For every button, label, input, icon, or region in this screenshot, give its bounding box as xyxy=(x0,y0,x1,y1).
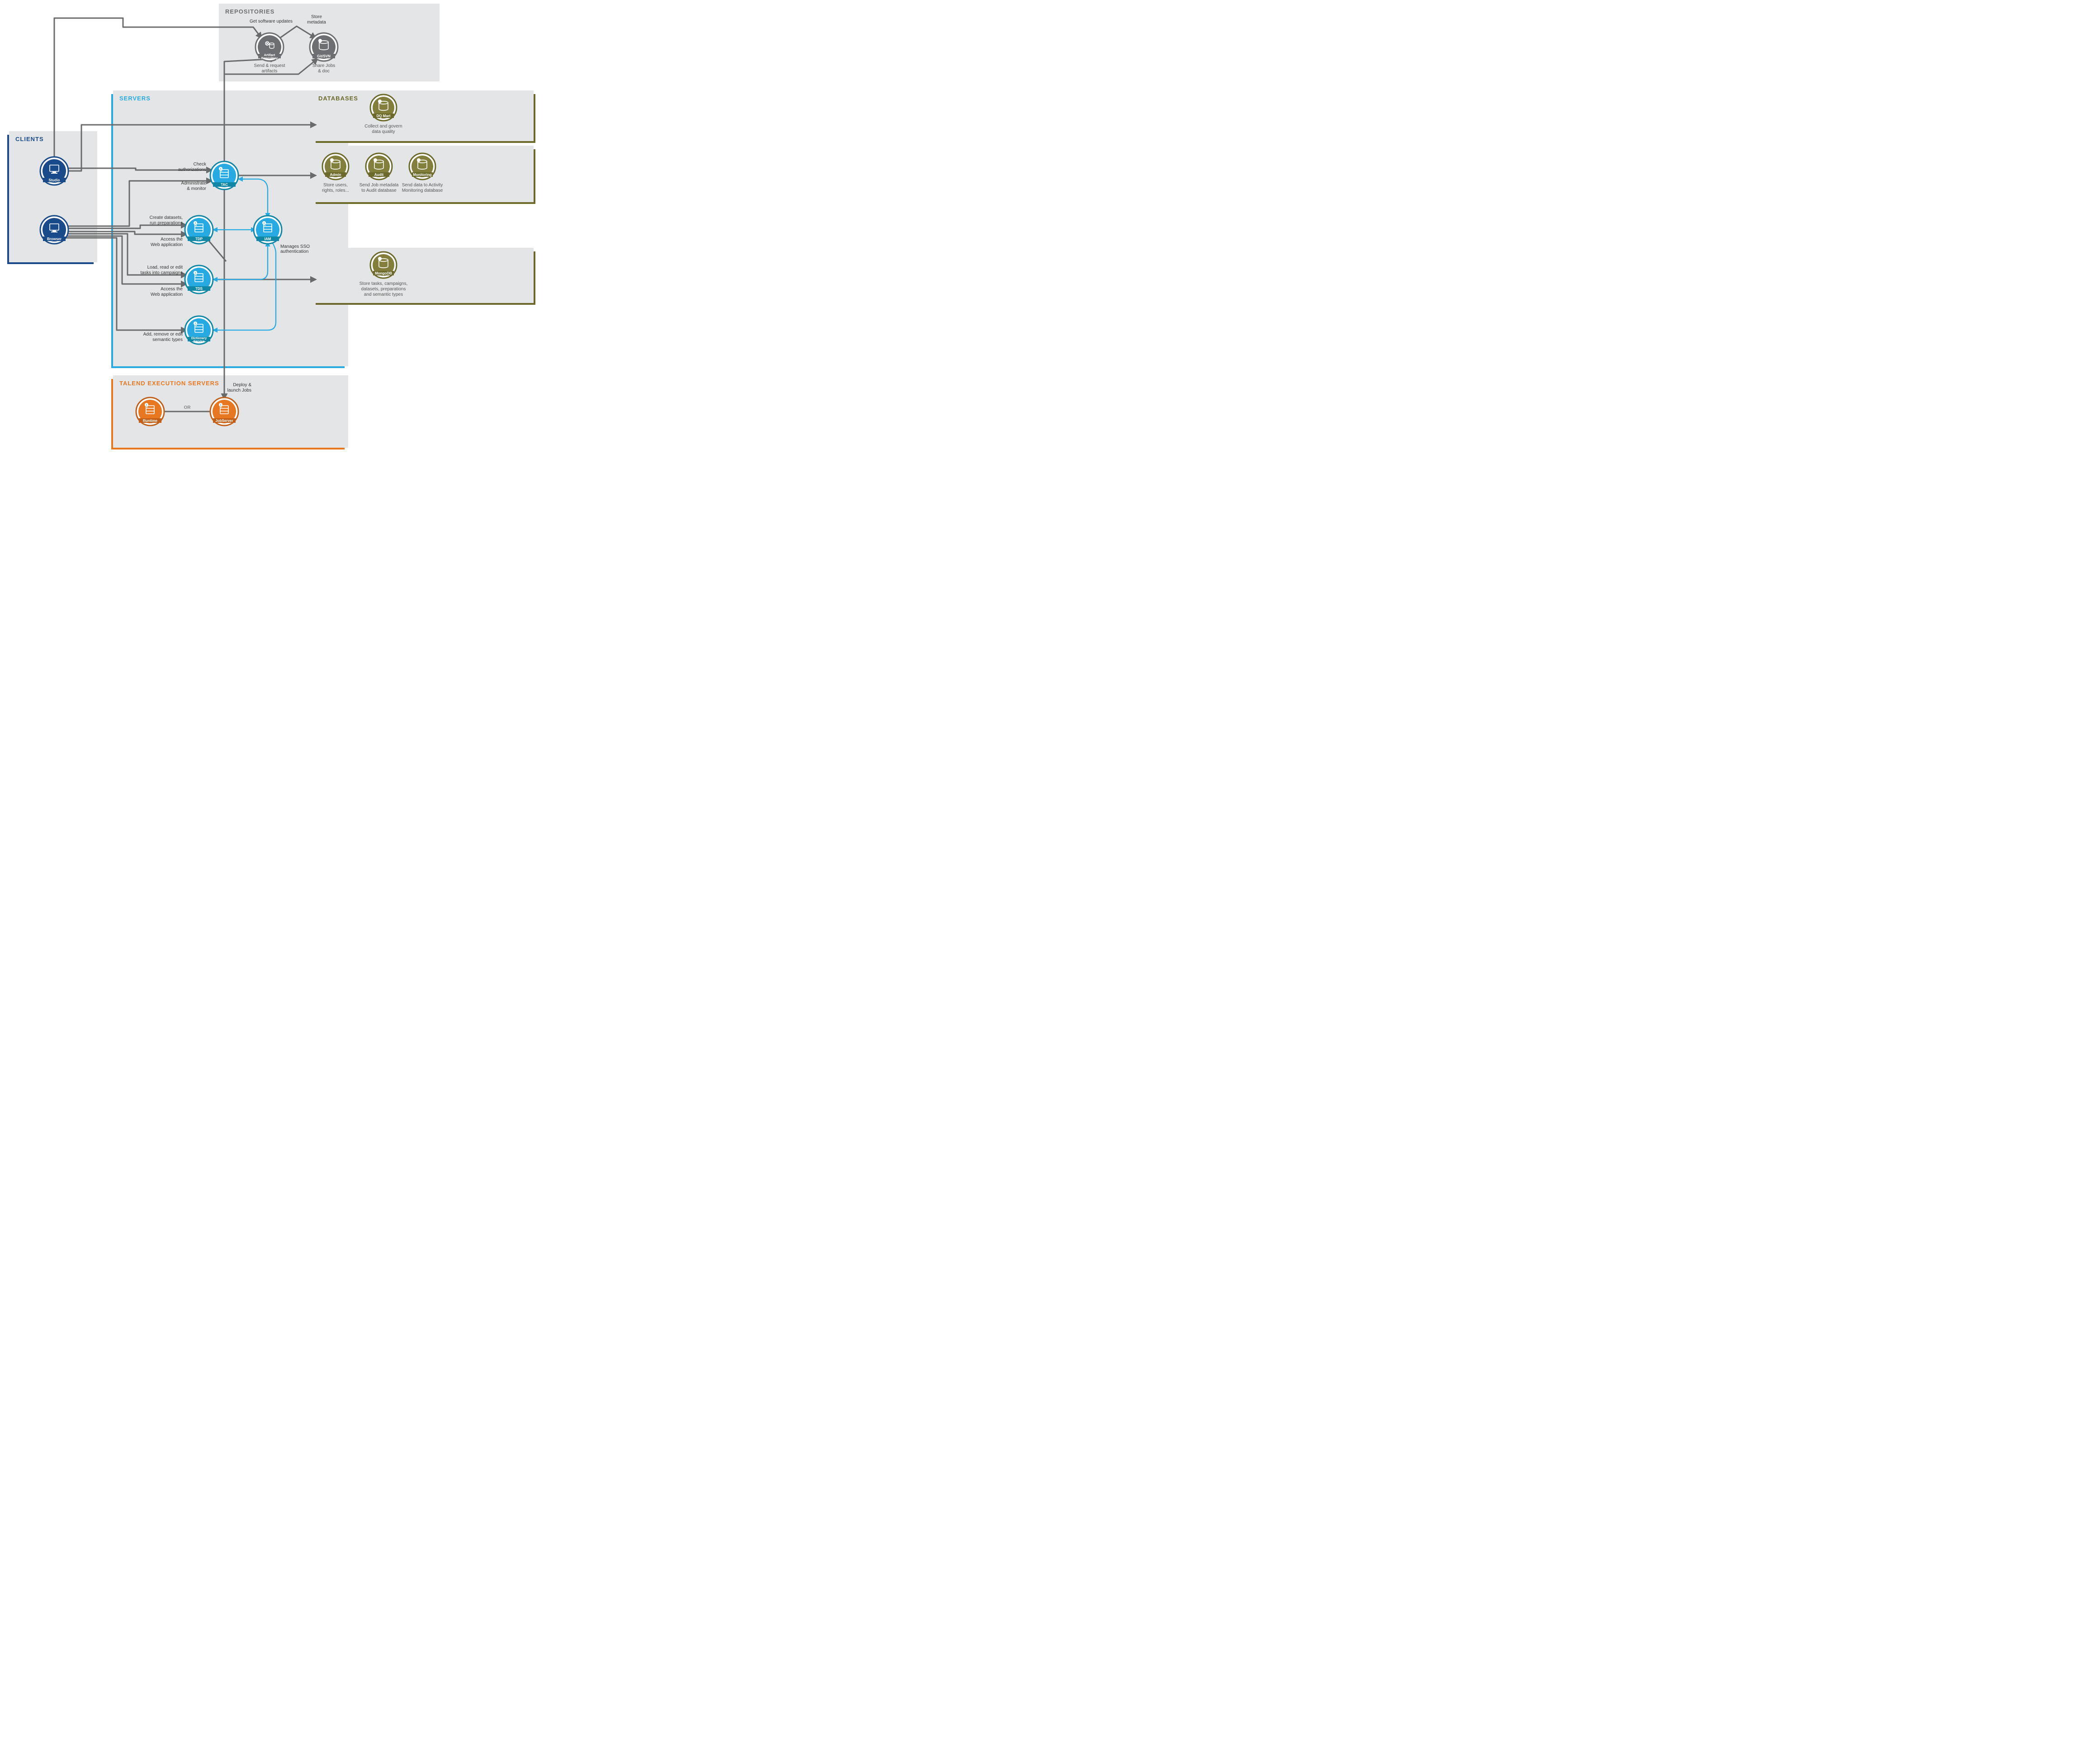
svg-text:t: t xyxy=(220,168,221,171)
node-caption: Send Job metadata xyxy=(359,183,399,188)
node-jobserver: t JobServer xyxy=(210,397,238,426)
node-caption: rights, roles... xyxy=(322,188,349,193)
panel-title: DATABASES xyxy=(318,95,358,102)
svg-text:Web application: Web application xyxy=(151,242,183,247)
svg-text:JobServer: JobServer xyxy=(215,419,233,423)
node-tdp: t TDP xyxy=(185,216,213,244)
node-tds: t TDS xyxy=(185,265,213,293)
panel-title: CLIENTS xyxy=(15,136,44,142)
svg-text:OR: OR xyxy=(184,405,191,410)
svg-text:Repository: Repository xyxy=(261,57,278,60)
svg-text:TAC: TAC xyxy=(221,183,228,187)
edge-label: Get software updates xyxy=(250,19,293,24)
svg-text:IAM: IAM xyxy=(265,237,271,241)
svg-text:Browser: Browser xyxy=(47,237,61,241)
svg-text:Add, remove or edit: Add, remove or edit xyxy=(143,332,183,337)
node-dqmart: DQ Mart xyxy=(370,95,397,121)
node-caption: and semantic types xyxy=(364,292,403,297)
svg-text:Administrate: Administrate xyxy=(181,181,206,186)
svg-text:semantic types: semantic types xyxy=(152,337,183,342)
panel: DATABASES xyxy=(312,90,535,143)
node-studio: Studio xyxy=(40,157,68,185)
svg-text:DQ Mart: DQ Mart xyxy=(376,114,390,118)
node-artifact: ArtifactRepository xyxy=(255,33,284,61)
node-caption: datasets, preparations xyxy=(361,287,406,292)
node-audit: Audit xyxy=(366,153,392,180)
node-caption: to Audit database xyxy=(361,188,397,193)
node-iam: t IAM xyxy=(254,216,282,244)
panel-title: TALEND EXECUTION SERVERS xyxy=(119,380,219,387)
node-dict: t DictionaryService xyxy=(185,316,213,344)
svg-text:MongoDB: MongoDB xyxy=(375,271,392,275)
svg-text:TDS: TDS xyxy=(195,287,203,291)
svg-text:run preparations: run preparations xyxy=(150,221,183,226)
node-caption: Collect and govern xyxy=(364,124,402,129)
svg-text:Access the: Access the xyxy=(161,287,183,292)
node-runtime: t Runtime xyxy=(136,397,164,426)
node-tac: t TAC xyxy=(210,161,238,189)
svg-text:artifacts: artifacts xyxy=(261,69,277,74)
svg-text:authentication: authentication xyxy=(280,249,308,254)
svg-text:Send & request: Send & request xyxy=(254,63,285,68)
svg-text:t: t xyxy=(195,323,196,326)
svg-text:Monitoring: Monitoring xyxy=(413,173,431,177)
svg-text:Web application: Web application xyxy=(151,292,183,297)
svg-text:Store: Store xyxy=(311,14,322,19)
node-browser: Browser xyxy=(40,216,68,244)
svg-text:Deploy &: Deploy & xyxy=(233,383,251,388)
svg-text:Manages SSO: Manages SSO xyxy=(280,244,310,249)
panel-title: REPOSITORIES xyxy=(225,8,274,15)
svg-text:Access the: Access the xyxy=(161,237,183,242)
svg-text:Service: Service xyxy=(194,340,205,343)
svg-text:t: t xyxy=(264,222,265,225)
node-caption: Store tasks, campaigns, xyxy=(359,281,408,286)
svg-text:Load, read or edit: Load, read or edit xyxy=(147,265,183,270)
svg-text:Dictionary: Dictionary xyxy=(191,337,207,340)
svg-text:t: t xyxy=(146,404,147,407)
svg-text:t: t xyxy=(195,222,196,225)
svg-text:Artifact: Artifact xyxy=(264,54,275,57)
svg-text:Git/SVN: Git/SVN xyxy=(317,54,331,58)
svg-text:tasks into campaigns: tasks into campaigns xyxy=(141,270,183,275)
svg-text:& monitor: & monitor xyxy=(187,186,206,191)
node-monitoring: Monitoring xyxy=(409,153,435,180)
svg-text:authorizations: authorizations xyxy=(178,167,206,172)
panel-title: SERVERS xyxy=(119,95,151,102)
svg-text:metadata: metadata xyxy=(307,20,326,25)
svg-text:Studio: Studio xyxy=(49,178,60,182)
svg-text:Check: Check xyxy=(194,162,207,167)
svg-text:t: t xyxy=(220,404,221,407)
svg-text:launch Jobs: launch Jobs xyxy=(227,388,251,393)
node-caption: data quality xyxy=(372,129,395,134)
svg-text:Share Jobs: Share Jobs xyxy=(312,63,336,68)
node-caption: Send data to Activity xyxy=(402,183,443,188)
node-admin: Admin xyxy=(322,153,349,180)
svg-text:Admin: Admin xyxy=(330,173,341,177)
svg-text:Create datasets,: Create datasets, xyxy=(150,215,183,220)
svg-text:Runtime: Runtime xyxy=(143,419,158,423)
svg-text:& doc: & doc xyxy=(318,69,330,74)
svg-text:TDP: TDP xyxy=(195,237,203,241)
node-gitsvn: Git/SVN xyxy=(310,33,338,61)
svg-text:Audit: Audit xyxy=(374,173,384,177)
node-caption: Store users, xyxy=(323,183,348,188)
node-caption: Monitoring database xyxy=(402,188,443,193)
svg-text:t: t xyxy=(195,272,196,275)
node-mongodb: MongoDB xyxy=(370,252,397,278)
panel xyxy=(312,248,535,305)
